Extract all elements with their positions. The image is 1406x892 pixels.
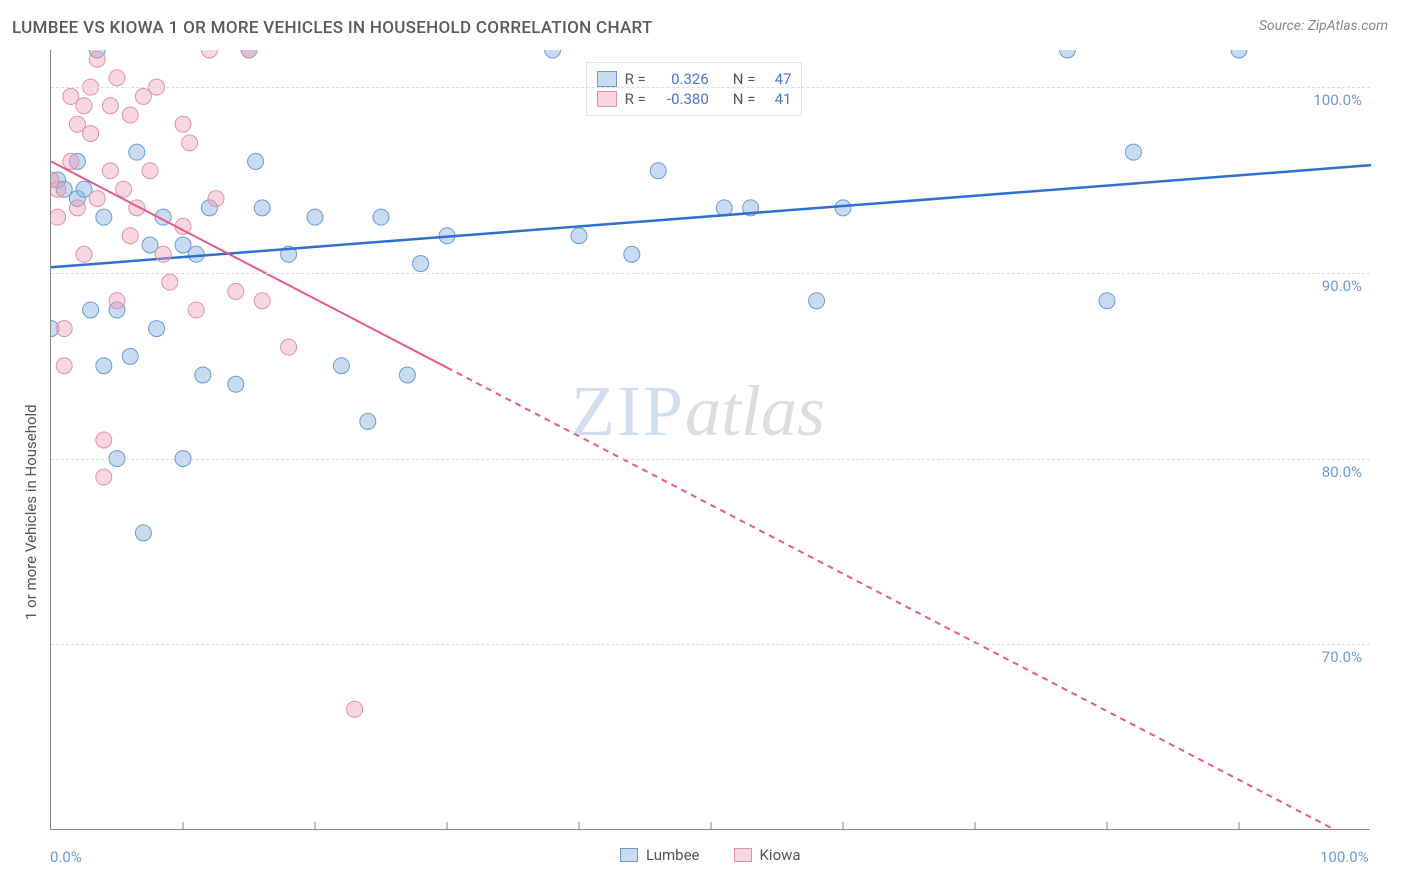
y-axis-label: 1 or more Vehicles in Household [22, 404, 40, 620]
legend-swatch-kiowa-bottom [734, 848, 752, 862]
legend-label-kiowa: Kiowa [760, 846, 801, 864]
lumbee-r-value: 0.326 [654, 70, 709, 88]
chart-title: LUMBEE VS KIOWA 1 OR MORE VEHICLES IN HO… [12, 18, 653, 38]
chart-container: LUMBEE VS KIOWA 1 OR MORE VEHICLES IN HO… [0, 0, 1406, 892]
r-label: R = [625, 70, 646, 88]
plot-area: ZIPatlas R = 0.326 N = 47 R = -0.380 N =… [50, 50, 1370, 830]
series-legend: Lumbee Kiowa [620, 846, 801, 864]
r-label-2: R = [625, 90, 646, 108]
legend-row-lumbee: R = 0.326 N = 47 [597, 70, 792, 88]
lumbee-n-value: 47 [763, 70, 791, 88]
correlation-legend: R = 0.326 N = 47 R = -0.380 N = 41 [586, 62, 803, 116]
source-attribution: Source: ZipAtlas.com [1259, 18, 1388, 34]
legend-swatch-kiowa [597, 91, 617, 107]
plot-svg [51, 50, 1371, 830]
legend-row-kiowa: R = -0.380 N = 41 [597, 90, 792, 108]
legend-label-lumbee: Lumbee [646, 846, 700, 864]
kiowa-r-value: -0.380 [654, 90, 709, 108]
n-label-2: N = [733, 90, 756, 108]
n-label: N = [733, 70, 756, 88]
legend-swatch-lumbee [597, 71, 617, 87]
legend-swatch-lumbee-bottom [620, 848, 638, 862]
kiowa-n-value: 41 [763, 90, 791, 108]
